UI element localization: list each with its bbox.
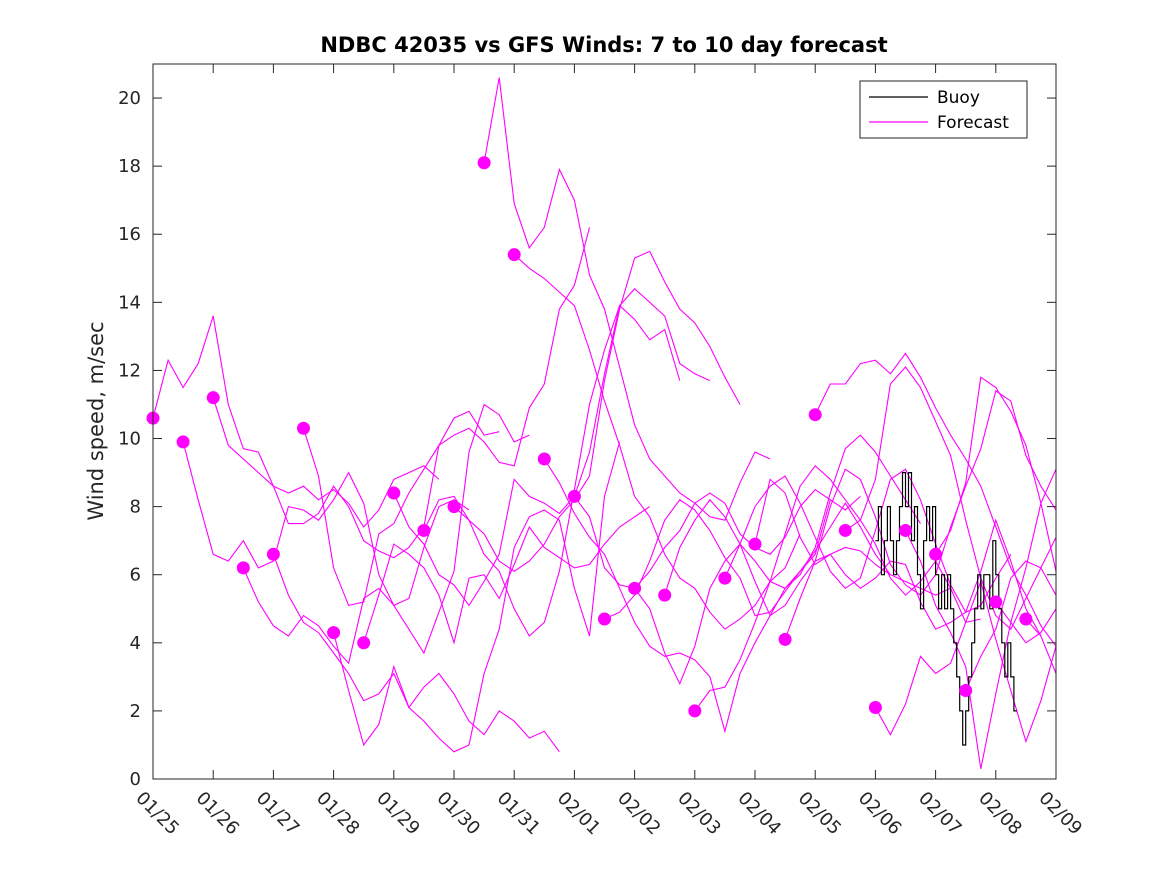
analysis-point [297,421,310,435]
y-tick-label: 18 [118,156,141,177]
analysis-point [537,452,551,466]
y-tick-label: 20 [118,88,141,109]
analysis-point [929,547,943,561]
forecast-line-24 [844,366,1056,631]
forecast-line-28 [965,560,1056,691]
legend: Buoy Forecast [859,80,1028,139]
analysis-point [357,636,371,650]
analysis-point [387,486,401,500]
analysis-point [598,612,611,626]
forecast-line-29 [995,601,1056,644]
analysis-point [236,561,250,575]
forecast-line-30 [1025,618,1056,675]
forecast-line-15 [573,488,861,589]
forecast-line-27 [935,376,1056,574]
legend-label-forecast: Forecast [937,113,1009,133]
analysis-point [447,500,461,514]
forecast-line-2 [182,441,470,607]
analysis-point [1019,612,1033,626]
y-tick-label: 12 [118,360,141,381]
y-axis: 0 2 4 6 8 10 12 14 16 18 20 [118,88,1056,790]
forecast-line-3 [212,397,500,559]
analysis-point [688,704,702,718]
legend-label-buoy: Buoy [937,88,980,108]
analysis-point [718,571,732,585]
forecast-line-8 [363,506,651,645]
analysis-point [868,701,882,714]
forecast-line-6 [302,227,591,607]
y-tick-label: 16 [118,224,141,245]
analysis-point [327,626,341,640]
forecast-line-19 [694,464,981,712]
legend-box [859,80,1028,139]
analysis-point [658,588,672,602]
analysis-point [808,408,822,422]
y-tick-label: 8 [130,497,141,518]
forecast-line-25 [874,579,1056,744]
chart-title: NDBC 42035 vs GFS Winds: 7 to 10 day for… [320,33,887,57]
y-tick-label: 2 [130,701,141,722]
forecast-line-1 [153,315,440,528]
analysis-point [567,489,581,503]
analysis-point [477,156,491,170]
forecast-line-11 [453,250,741,572]
forecast-line-10 [423,287,711,637]
forecast-line-4 [242,403,530,665]
analysis-point [778,632,792,646]
analysis-point [838,523,852,537]
forecast-line-18 [664,498,951,617]
y-tick-label: 4 [130,633,141,654]
analysis-point [507,248,521,262]
forecast-line-14 [543,458,831,734]
forecast-line-20 [724,468,1012,613]
forecast-series-layer [153,77,1056,769]
plot-area-frame [152,63,1057,780]
analysis-point [959,683,973,697]
analysis-point [628,581,642,595]
forecast-line-9 [393,304,681,607]
y-tick-label: 14 [118,292,141,313]
analysis-point [176,435,190,449]
analysis-point [899,523,912,537]
forecast-line-5 [272,554,560,753]
y-tick-label: 10 [118,429,141,450]
forecast-line-7 [333,441,621,753]
forecast-line-12 [483,77,771,521]
forecast-line-16 [604,499,891,620]
y-tick-label: 0 [130,769,141,790]
forecast-line-17 [634,434,921,686]
analysis-point [417,523,431,537]
y-axis-label: Wind speed, m/sec [84,321,108,520]
y-tick-label: 6 [130,565,141,586]
forecast-line-21 [754,478,1042,637]
analysis-point [266,547,280,561]
analysis-points-layer [146,156,1033,718]
analysis-point [989,595,1003,609]
analysis-point [206,391,220,405]
forecast-line-13 [513,254,801,630]
analysis-point [748,537,762,551]
